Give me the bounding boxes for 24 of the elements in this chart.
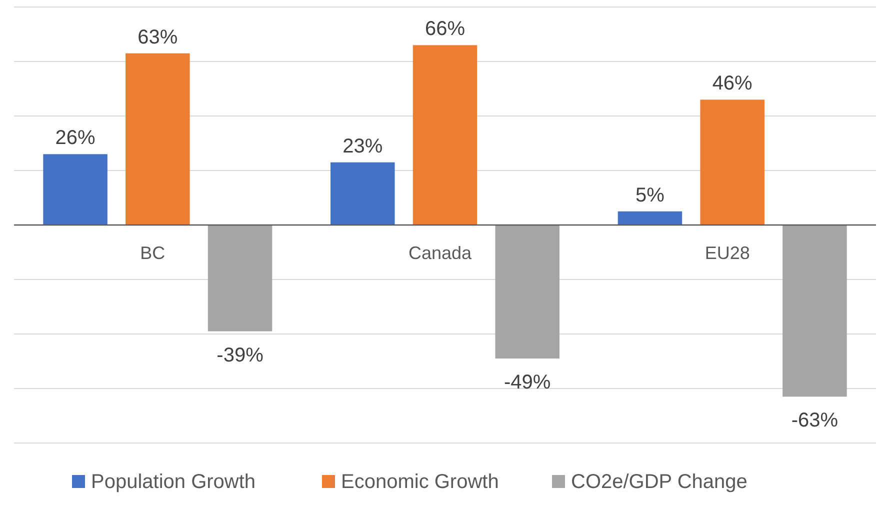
legend-label: Economic Growth	[341, 471, 499, 493]
legend-label: CO2e/GDP Change	[571, 471, 748, 493]
data-label: 63%	[138, 26, 178, 48]
bar	[495, 225, 560, 359]
bar	[782, 225, 847, 397]
bar	[208, 225, 272, 332]
data-label: 26%	[55, 127, 96, 150]
bar	[330, 162, 395, 225]
data-label: -63%	[791, 410, 838, 432]
bar	[126, 53, 190, 225]
x-tick-label: EU28	[704, 243, 750, 263]
bar	[43, 154, 108, 225]
x-tick-label: Canada	[408, 243, 473, 263]
legend-label: Population Growth	[91, 471, 256, 493]
bar	[618, 211, 682, 225]
data-label: 46%	[712, 72, 753, 95]
data-label: 23%	[342, 135, 383, 158]
data-label: -49%	[504, 372, 551, 394]
x-tick-label: BC	[140, 243, 166, 263]
data-label: 5%	[636, 184, 665, 206]
data-label: -39%	[216, 344, 264, 366]
bar	[412, 45, 478, 225]
data-label: 66%	[424, 18, 466, 40]
bar	[700, 100, 764, 225]
